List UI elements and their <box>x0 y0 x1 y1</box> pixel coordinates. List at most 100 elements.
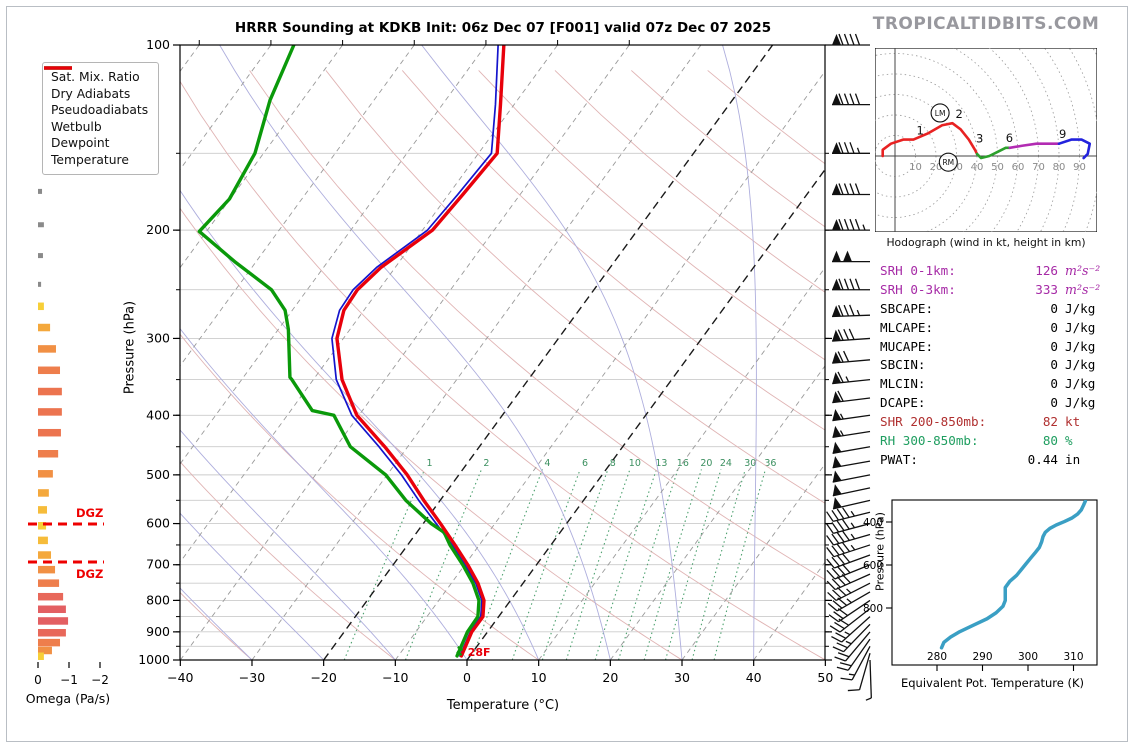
svg-text:30: 30 <box>744 458 756 469</box>
index-row: DCAPE: 0 J/kg <box>880 393 1108 412</box>
legend-label: Sat. Mix. Ratio <box>51 70 140 85</box>
omega-bar <box>38 646 52 655</box>
index-label: SBCIN: <box>880 357 926 373</box>
wind-barbs <box>826 33 872 701</box>
legend-label: Temperature <box>51 152 129 167</box>
index-row: SRH 0-1km: 126 m²s⁻² <box>880 261 1108 280</box>
index-unit: J/kg <box>1065 357 1096 373</box>
omega-bar <box>38 323 51 332</box>
index-unit: J/kg <box>1065 376 1096 392</box>
index-value: 0 <box>1050 300 1058 316</box>
index-unit: J/kg <box>1065 395 1096 411</box>
svg-text:24: 24 <box>720 458 732 469</box>
index-label: SBCAPE: <box>880 300 934 316</box>
hodograph-segment-3-6km <box>975 146 1012 160</box>
wind-barb <box>826 519 871 535</box>
svg-text:20: 20 <box>602 670 618 685</box>
svg-text:300: 300 <box>1018 651 1038 663</box>
wind-barb <box>832 183 870 196</box>
omega-bar <box>38 408 62 416</box>
wind-barb <box>834 631 871 662</box>
omega-bar <box>38 605 66 614</box>
pressure-axis-label: Pressure (hPa) <box>122 300 138 395</box>
index-unit: J/kg <box>1065 300 1096 316</box>
omega-bar <box>38 617 69 625</box>
wind-barb <box>827 591 871 612</box>
index-row: SBCAPE: 0 J/kg <box>880 299 1108 318</box>
wind-barb <box>832 470 871 483</box>
hodograph-marker-LM: LM <box>930 103 950 123</box>
omega-bar <box>38 253 43 259</box>
omega-bar <box>38 222 44 228</box>
omega-bar <box>38 652 44 660</box>
wind-barb <box>832 93 870 106</box>
svg-text:290: 290 <box>972 651 992 663</box>
svg-text:6: 6 <box>582 458 588 469</box>
svg-text:LM: LM <box>935 109 946 118</box>
wind-barb <box>831 616 871 643</box>
wind-barb <box>836 638 871 671</box>
omega-bar <box>38 450 59 458</box>
svg-text:100: 100 <box>146 37 170 52</box>
page-title: HRRR Sounding at KDKB Init: 06z Dec 07 [… <box>234 20 772 36</box>
wind-barb <box>832 409 871 422</box>
hodograph-height-label: 6 <box>1006 131 1013 145</box>
index-row: SRH 0-3km: 333 m²s⁻² <box>880 280 1108 299</box>
svg-text:30: 30 <box>674 670 690 685</box>
index-row: SHR 200-850mb: 82 kt <box>880 412 1108 431</box>
site-logo: TROPICALTIDBITS.COM <box>872 14 1100 34</box>
wind-barb <box>832 304 871 318</box>
omega-bar <box>38 302 44 311</box>
legend-swatch <box>44 66 72 70</box>
svg-text:4: 4 <box>544 458 550 469</box>
wind-barb <box>828 599 871 623</box>
omega-bar <box>38 489 49 497</box>
index-value: 126 <box>1035 262 1058 278</box>
svg-text:2: 2 <box>483 458 489 469</box>
hodograph-height-label: 3 <box>976 132 983 146</box>
omega-axis-label: Omega (Pa/s) <box>25 691 111 706</box>
surface-dewpoint-tick <box>456 646 464 656</box>
svg-text:20: 20 <box>930 162 943 173</box>
svg-text:900: 900 <box>146 624 170 639</box>
svg-text:RM: RM <box>942 158 954 167</box>
svg-text:280: 280 <box>927 651 947 663</box>
index-value: 0 <box>1050 357 1058 373</box>
legend-box: Sat. Mix. Ratio Dry Adiabats Pseudoadiabat… <box>42 62 160 175</box>
omega-bar <box>38 428 61 437</box>
svg-text:800: 800 <box>146 592 170 607</box>
wind-barb <box>847 653 871 692</box>
omega-bar <box>38 366 61 375</box>
wind-barb <box>832 441 871 454</box>
index-label: SHR 200-850mb: <box>880 414 987 430</box>
omega-bar <box>38 281 42 287</box>
dewpoint-curve <box>197 45 481 658</box>
wind-barb <box>832 250 870 263</box>
index-row: MUCAPE: 0 J/kg <box>880 337 1108 356</box>
omega-bar <box>38 387 62 396</box>
index-row: SBCIN: 0 J/kg <box>880 355 1108 374</box>
svg-text:−2: −2 <box>91 673 109 687</box>
legend-label: Dry Adiabats <box>51 86 131 101</box>
svg-text:600: 600 <box>863 560 883 572</box>
index-label: PWAT: <box>880 451 918 467</box>
hodograph-marker-RM: RM <box>938 152 958 172</box>
svg-text:40: 40 <box>971 162 984 173</box>
wind-barb <box>826 573 871 591</box>
sat-mixing-ratio-lines: 1 2 4 6 8 10 13 16 20 24 30 36 <box>343 458 776 660</box>
index-label: SRH 0-3km: <box>880 281 956 297</box>
wind-barb <box>832 33 870 46</box>
omega-bar <box>38 536 48 545</box>
index-row: PWAT: 0.44 in <box>880 450 1108 469</box>
dgz-markers: DGZ DGZ <box>28 506 104 581</box>
wind-barb <box>826 563 871 580</box>
wetbulb-curve <box>331 45 499 657</box>
dry-adiabats <box>180 70 825 660</box>
svg-text:400: 400 <box>146 407 170 422</box>
hodograph-caption: Hodograph (wind in kt, height in km) <box>886 236 1086 249</box>
wind-barb <box>832 623 871 653</box>
index-value: 0 <box>1050 319 1058 335</box>
index-value: 0 <box>1050 338 1058 354</box>
